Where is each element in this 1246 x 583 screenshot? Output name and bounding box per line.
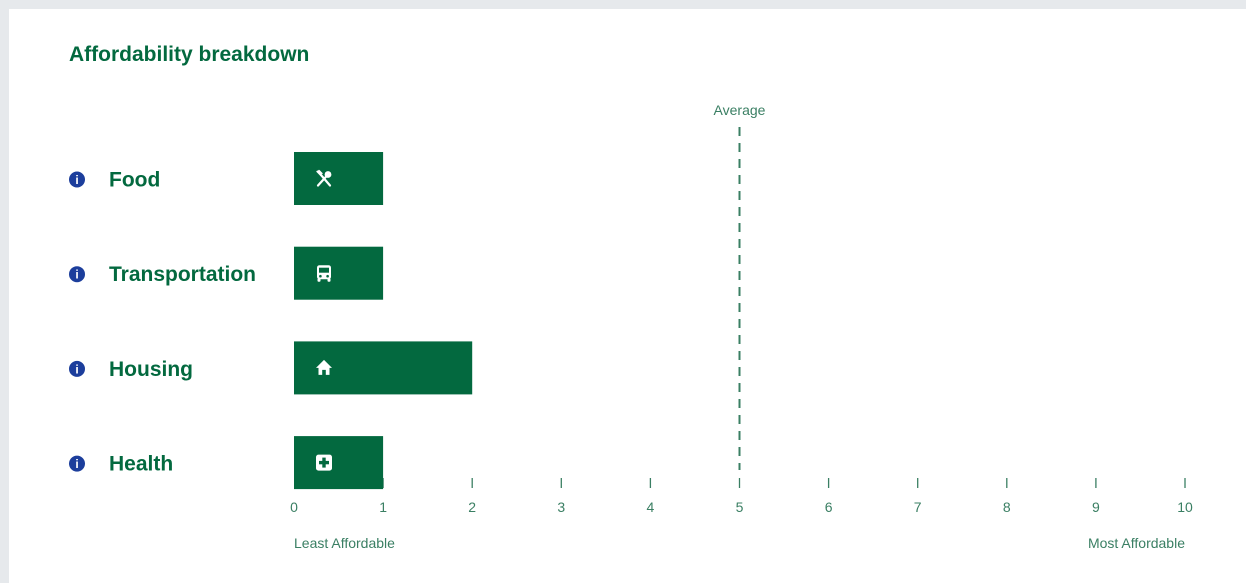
- svg-text:i: i: [75, 268, 78, 282]
- svg-text:i: i: [75, 362, 78, 376]
- chart-title: Affordability breakdown: [69, 43, 310, 66]
- info-circle-icon[interactable]: i: [69, 455, 85, 472]
- bar-food: [294, 152, 384, 205]
- average-label: Average: [714, 102, 766, 118]
- x-tick-label: 7: [914, 499, 922, 515]
- svg-text:i: i: [75, 457, 78, 471]
- x-tick-label: 4: [647, 499, 655, 515]
- info-circle-icon[interactable]: i: [69, 360, 85, 377]
- bar-transportation: [294, 246, 384, 300]
- least-affordable-label: Least Affordable: [294, 535, 395, 551]
- most-affordable-label: Most Affordable: [1088, 535, 1185, 551]
- affordability-card: [9, 9, 1246, 583]
- medical-plus-icon: [316, 454, 332, 471]
- category-label-housing: Housing: [109, 358, 193, 381]
- category-label-food: Food: [109, 169, 160, 192]
- info-circle-icon[interactable]: i: [69, 266, 85, 283]
- x-tick-label: 9: [1092, 499, 1100, 515]
- x-tick-label: 2: [468, 499, 476, 515]
- x-tick-label: 0: [290, 499, 298, 515]
- x-tick-label: 8: [1003, 499, 1011, 515]
- x-tick-label: 1: [379, 499, 387, 515]
- category-label-transportation: Transportation: [109, 263, 256, 286]
- svg-text:i: i: [75, 173, 78, 187]
- x-tick-label: 3: [557, 499, 565, 515]
- info-circle-icon[interactable]: i: [69, 171, 85, 188]
- category-label-health: Health: [109, 453, 173, 476]
- x-tick-label: 6: [825, 499, 833, 515]
- bar-health: [294, 436, 384, 490]
- x-tick-label: 10: [1177, 499, 1193, 515]
- x-tick-label: 5: [736, 499, 744, 515]
